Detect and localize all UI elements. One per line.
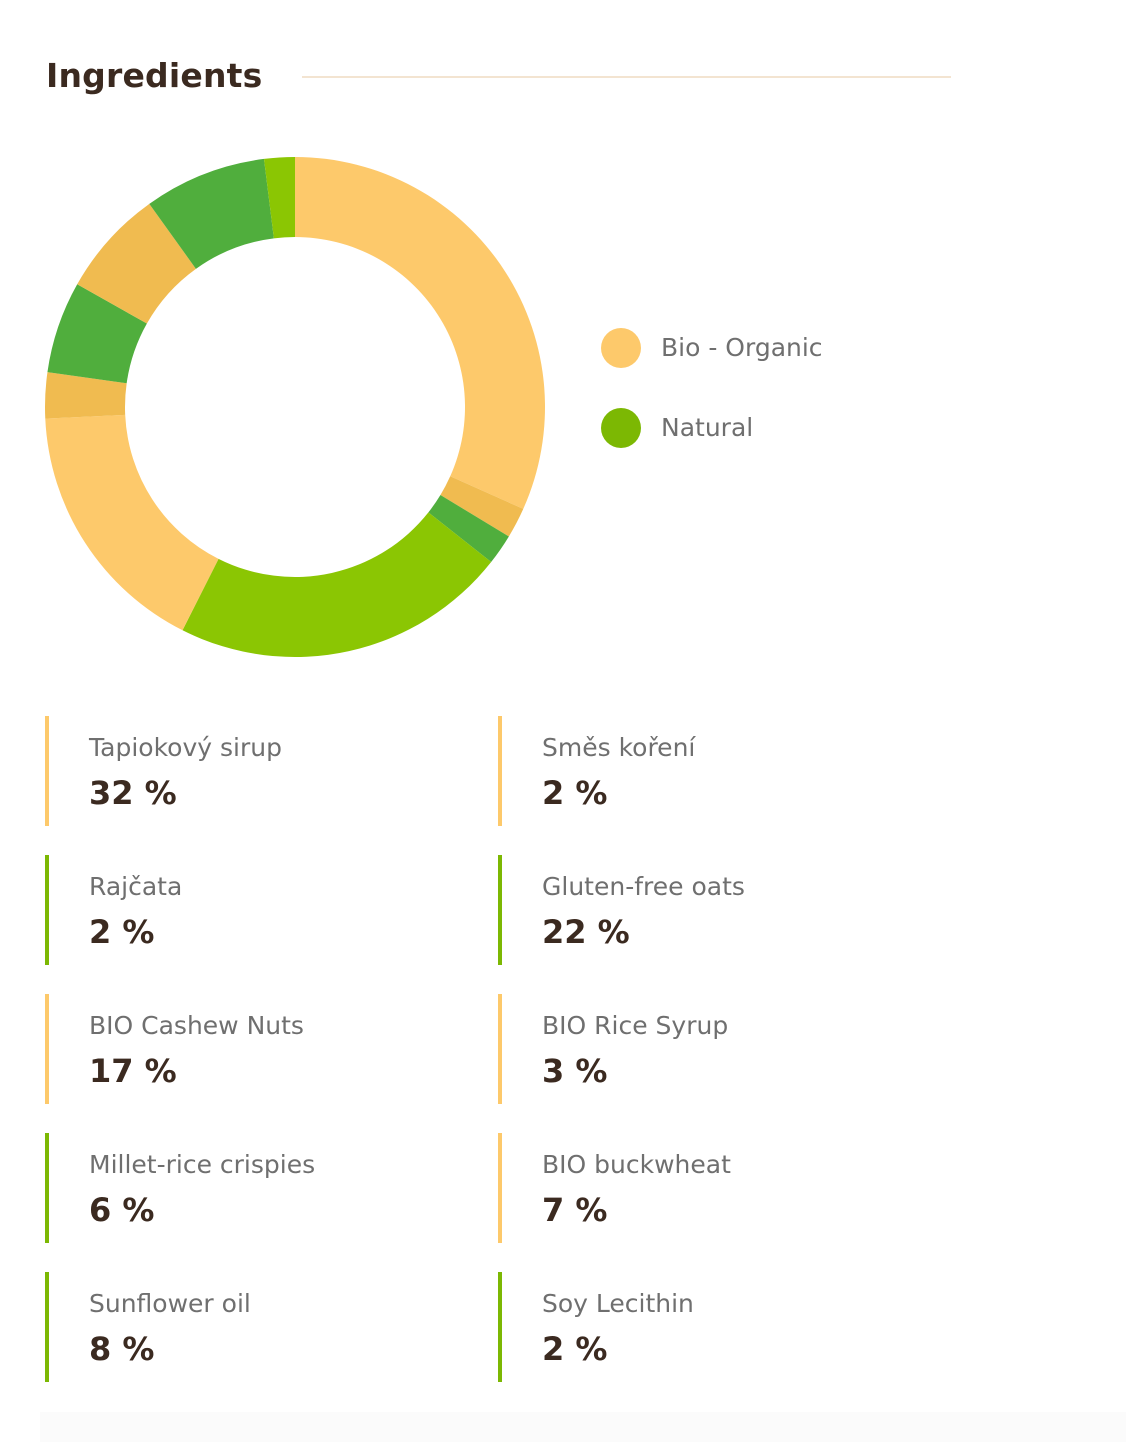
donut-slice: [47, 284, 147, 384]
section-title: Ingredients: [46, 56, 263, 95]
ingredient-percentage: 2 %: [89, 913, 155, 951]
ingredient-item: BIO Cashew Nuts 17 %: [45, 994, 498, 1104]
donut-slice: [263, 157, 295, 239]
donut-slice: [440, 476, 524, 537]
donut-slice: [428, 495, 509, 563]
ingredient-name: Směs koření: [542, 733, 696, 762]
donut-slice: [45, 414, 219, 631]
legend-label-bio-organic: Bio - Organic: [661, 333, 823, 362]
donut-slice: [149, 158, 274, 269]
ingredient-percentage: 2 %: [542, 1330, 608, 1368]
title-divider: [302, 76, 951, 78]
ingredient-item: Tapiokový sirup 32 %: [45, 716, 498, 826]
ingredients-donut-chart: [45, 157, 545, 658]
ingredient-name: BIO buckwheat: [542, 1150, 731, 1179]
ingredient-percentage: 22 %: [542, 913, 630, 951]
ingredient-item: Směs koření 2 %: [498, 716, 951, 826]
ingredient-percentage: 2 %: [542, 774, 608, 812]
ingredient-name: Tapiokový sirup: [89, 733, 282, 762]
legend-swatch-bio-organic: [601, 328, 641, 368]
ingredient-name: Millet-rice crispies: [89, 1150, 316, 1179]
ingredient-name: Soy Lecithin: [542, 1289, 694, 1318]
ingredient-percentage: 17 %: [89, 1052, 177, 1090]
ingredients-list: Tapiokový sirup 32 % Směs koření 2 % Raj…: [45, 716, 952, 1382]
bottom-fade: [40, 1412, 1126, 1442]
donut-slice: [77, 203, 196, 324]
ingredient-item: Millet-rice crispies 6 %: [45, 1133, 498, 1243]
ingredients-header: Ingredients: [46, 50, 951, 104]
ingredient-name: Sunflower oil: [89, 1289, 251, 1318]
ingredient-percentage: 8 %: [89, 1330, 155, 1368]
ingredient-item: BIO buckwheat 7 %: [498, 1133, 951, 1243]
ingredient-percentage: 6 %: [89, 1191, 155, 1229]
ingredient-percentage: 32 %: [89, 774, 177, 812]
ingredient-name: Rajčata: [89, 872, 183, 901]
ingredient-name: Gluten-free oats: [542, 872, 745, 901]
ingredient-item: Sunflower oil 8 %: [45, 1272, 498, 1382]
ingredient-name: BIO Rice Syrup: [542, 1011, 729, 1040]
legend-swatch-natural: [601, 408, 641, 448]
ingredient-item: BIO Rice Syrup 3 %: [498, 994, 951, 1104]
ingredient-percentage: 3 %: [542, 1052, 608, 1090]
donut-slice: [295, 157, 545, 509]
ingredient-name: BIO Cashew Nuts: [89, 1011, 304, 1040]
donut-slice: [182, 512, 492, 658]
legend-label-natural: Natural: [661, 413, 754, 442]
ingredient-percentage: 7 %: [542, 1191, 608, 1229]
donut-slice: [45, 372, 127, 419]
ingredient-item: Gluten-free oats 22 %: [498, 855, 951, 965]
ingredient-item: Soy Lecithin 2 %: [498, 1272, 951, 1382]
ingredient-item: Rajčata 2 %: [45, 855, 498, 965]
